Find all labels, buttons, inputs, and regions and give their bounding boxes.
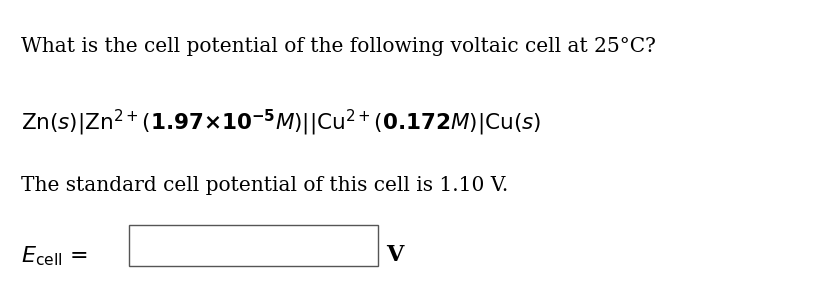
Bar [129, 225, 378, 266]
Text: What is the cell potential of the following voltaic cell at 25°C?: What is the cell potential of the follow… [21, 37, 656, 56]
Text: $\mathit{E}_{\mathrm{cell}}$ =: $\mathit{E}_{\mathrm{cell}}$ = [21, 244, 87, 268]
Text: $\mathrm{Zn}(\mathit{s})|\mathrm{Zn}^{2+}(\mathbf{1.97{\times}10^{-5}}\mathbf{\m: $\mathrm{Zn}(\mathit{s})|\mathrm{Zn}^{2+… [21, 108, 541, 138]
Text: The standard cell potential of this cell is 1.10 V.: The standard cell potential of this cell… [21, 176, 508, 195]
Text: V: V [386, 244, 403, 266]
